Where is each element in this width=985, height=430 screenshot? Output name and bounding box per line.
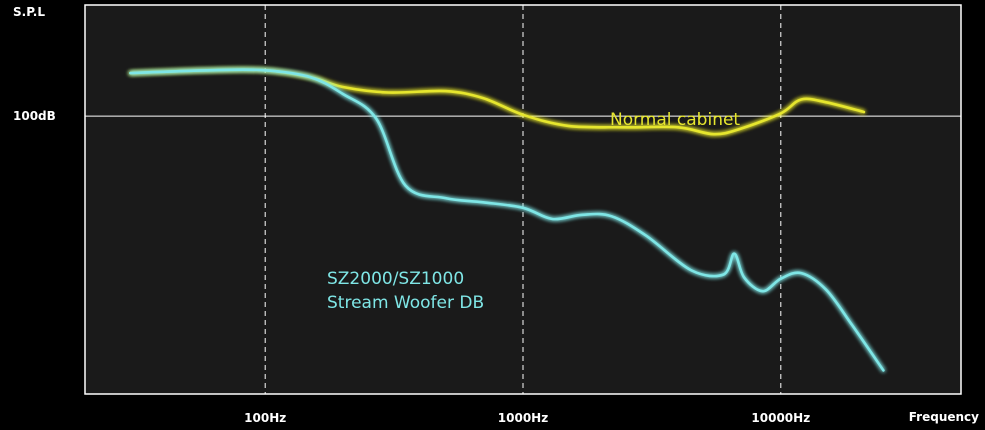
- series-label: SZ2000/SZ1000: [327, 269, 464, 289]
- series-line-2: [129, 68, 885, 372]
- x-axis-title: Frequency: [909, 410, 979, 424]
- series-label: Normal cabinet: [610, 110, 740, 130]
- series-layer: [129, 68, 885, 372]
- x-tick-label: 10000Hz: [751, 411, 810, 425]
- labels-layer: 100Hz 1000Hz 10000Hz 100dB Normal cabinet SZ2…: [13, 109, 810, 425]
- y-tick-label: 100dB: [13, 109, 56, 123]
- x-tick-label: 1000Hz: [498, 411, 548, 425]
- x-tick-label: 100Hz: [244, 411, 286, 425]
- series-label: Stream Woofer DB: [327, 293, 484, 313]
- y-axis-title: S.P.L: [13, 5, 45, 19]
